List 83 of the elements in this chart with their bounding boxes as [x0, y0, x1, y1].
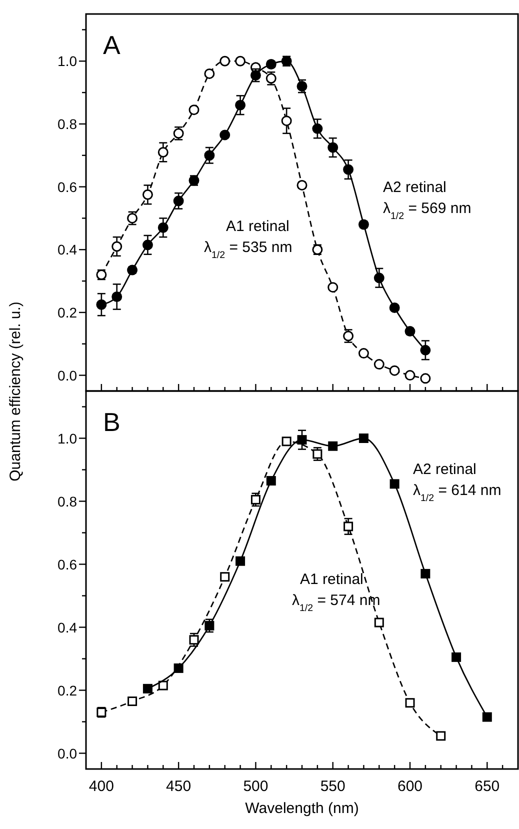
point	[158, 222, 168, 233]
y-tick-label: 1.0	[58, 53, 78, 70]
point	[389, 302, 400, 313]
series-label: A2 retinal	[413, 461, 476, 478]
point	[420, 373, 431, 384]
point	[173, 196, 184, 206]
x-tick-label: 500	[243, 778, 268, 795]
point	[188, 104, 200, 116]
y-tick-label: 0.8	[58, 493, 78, 510]
annotation: λ$_{1/2}$ = 569 nm	[383, 200, 472, 222]
point	[142, 189, 153, 200]
point	[312, 123, 323, 134]
point	[389, 365, 400, 376]
annotation: λ$_{1/2}$ = 574 nm	[292, 592, 380, 614]
x-tick-label: 650	[474, 778, 500, 795]
point	[281, 116, 292, 126]
point	[128, 696, 138, 706]
point	[158, 680, 168, 690]
y-tick-label: 0.2	[58, 682, 78, 698]
series-label: A2 retinal	[383, 179, 446, 196]
x-tick-label: 550	[320, 778, 346, 795]
point	[112, 241, 122, 252]
point	[112, 292, 122, 302]
point	[343, 164, 354, 175]
point	[436, 731, 446, 741]
point	[96, 299, 107, 310]
point	[250, 70, 261, 81]
point	[420, 568, 430, 578]
point	[482, 712, 492, 722]
x-tick-label: 400	[88, 778, 114, 795]
point	[236, 556, 246, 566]
point	[390, 479, 400, 489]
y-tick-label: 0.8	[58, 116, 78, 132]
point	[282, 436, 292, 446]
y-tick-label: 0.6	[58, 556, 78, 572]
y-tick-label: 0.6	[58, 178, 78, 195]
point	[266, 476, 276, 486]
annotation: λ$_{1/2}$ = 535 nm	[204, 239, 292, 260]
point	[220, 56, 230, 66]
point	[328, 142, 338, 153]
point	[328, 441, 338, 451]
text: B	[103, 407, 120, 437]
point	[404, 326, 416, 337]
point	[189, 635, 199, 645]
y-tick-label: 0.0	[58, 367, 78, 384]
point	[204, 68, 215, 79]
point	[220, 572, 230, 582]
point	[297, 435, 307, 445]
y-axis-title: Quantum efficiency (rel. u.)	[7, 302, 24, 482]
point	[158, 146, 168, 158]
y-tick-label: 0.2	[58, 304, 78, 320]
point	[174, 663, 184, 673]
point	[142, 240, 153, 250]
point	[452, 652, 462, 662]
point	[374, 618, 384, 628]
point	[328, 282, 338, 293]
x-tick-label: 600	[397, 778, 423, 795]
point	[220, 130, 230, 140]
point	[235, 56, 246, 66]
point	[235, 100, 246, 110]
point	[374, 359, 384, 370]
point	[142, 684, 152, 694]
x-tick-label: 450	[166, 778, 192, 795]
point	[405, 698, 415, 708]
point	[358, 348, 369, 359]
point	[204, 150, 215, 161]
point	[358, 434, 368, 443]
series-label: A1 retinal	[226, 218, 290, 235]
y-tick-label: 0.0	[58, 745, 78, 762]
x-axis-title: Wavelength (nm)	[245, 800, 359, 817]
text: A	[103, 30, 121, 60]
point	[204, 620, 214, 630]
point	[374, 272, 384, 284]
point	[420, 344, 431, 356]
series-label: A1 retinal	[300, 571, 364, 588]
point	[296, 180, 308, 190]
point	[404, 370, 416, 381]
y-tick-label: 1.0	[58, 430, 78, 446]
annotation: λ$_{1/2}$ = 614 nm	[413, 482, 502, 504]
y-tick-label: 0.4	[58, 619, 78, 636]
y-tick-label: 0.4	[58, 242, 78, 258]
point	[344, 522, 354, 532]
point	[250, 494, 260, 504]
